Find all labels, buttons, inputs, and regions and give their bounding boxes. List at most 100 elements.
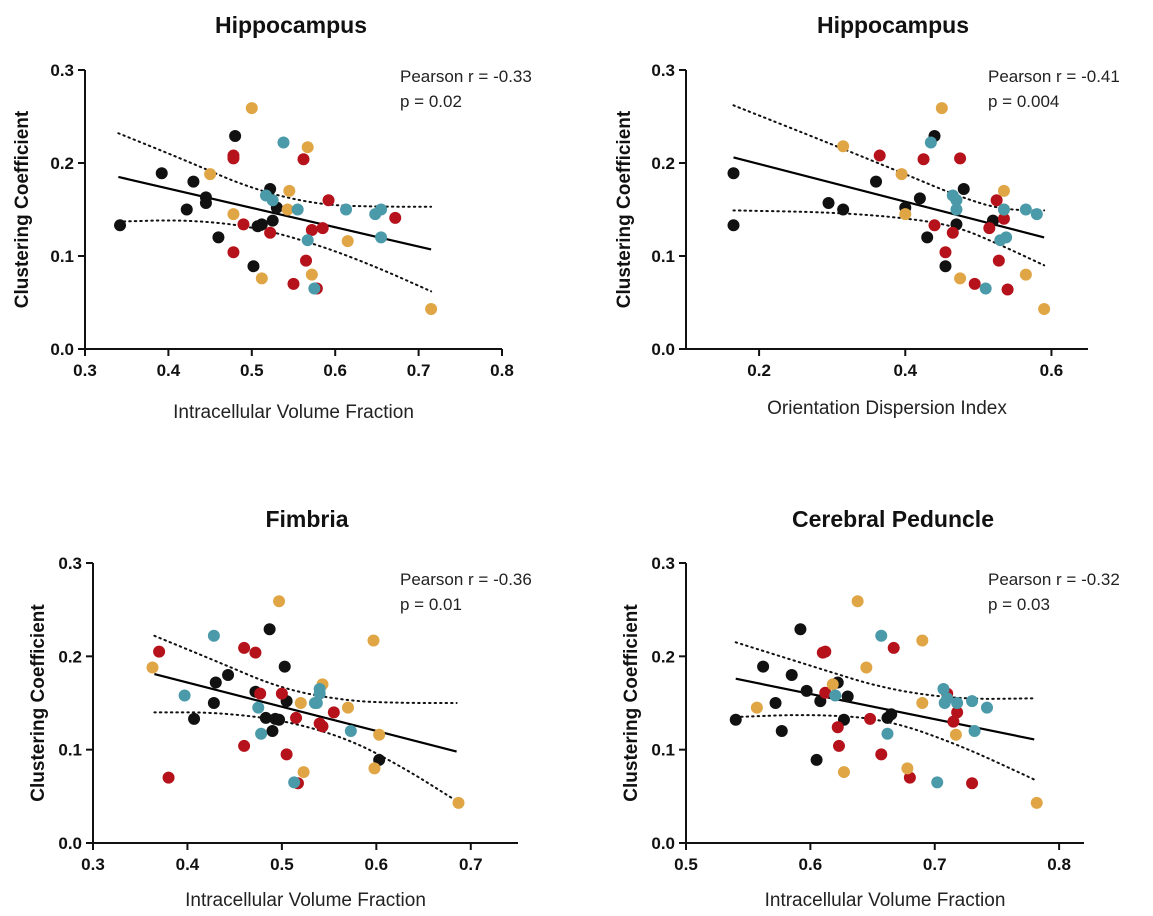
data-point-orange — [255, 272, 268, 285]
x-tick-label: 0.7 — [407, 361, 431, 380]
data-point-black — [187, 175, 200, 188]
data-point-red — [316, 222, 329, 235]
data-point-teal — [277, 136, 290, 149]
data-point-red — [238, 739, 251, 752]
pearson-r-annotation: Pearson r = -0.33 — [400, 67, 532, 86]
data-point-red — [254, 687, 267, 700]
y-tick-label: 0.3 — [50, 61, 74, 80]
data-point-teal — [924, 136, 937, 149]
chart-panel-4: Cerebral Peduncle 0.0 0.1 0.2 0.3 0.5 0.6 0.7 0.… — [621, 506, 1120, 911]
data-point-orange — [1019, 268, 1032, 281]
y-tick-label: 0.0 — [50, 340, 74, 359]
data-point-red — [954, 152, 967, 165]
y-tick-label: 0.1 — [58, 741, 82, 760]
x-tick-label: 0.7 — [459, 855, 483, 874]
data-point-red — [951, 706, 964, 719]
data-point-red — [162, 771, 175, 784]
data-point-black — [155, 167, 168, 180]
data-point-teal — [310, 697, 323, 709]
data-point-orange — [227, 208, 240, 221]
chart-panel-2: Hippocampus 0.0 0.1 0.2 0.3 0.2 0.4 0.6 Orientat… — [614, 12, 1120, 419]
pearson-r-annotation: Pearson r = -0.36 — [400, 570, 532, 589]
data-point-red — [280, 748, 293, 761]
data-point-red — [819, 645, 832, 658]
data-point-black — [212, 231, 225, 244]
data-point-teal — [288, 776, 301, 789]
chart-title: Cerebral Peduncle — [792, 506, 994, 532]
data-point-teal — [266, 194, 279, 207]
x-tick-label: 0.6 — [323, 361, 347, 380]
data-point-teal — [950, 203, 963, 216]
data-point-orange — [367, 634, 380, 647]
data-point-red — [287, 277, 300, 290]
data-point-orange — [245, 102, 258, 115]
data-point-orange — [954, 272, 967, 285]
data-point-orange — [1038, 303, 1051, 316]
y-tick-label: 0.0 — [651, 340, 675, 359]
data-point-teal — [178, 689, 191, 702]
data-point-black — [921, 231, 934, 244]
data-point-black — [727, 167, 740, 180]
data-point-black — [870, 175, 883, 188]
regression-line — [154, 673, 457, 753]
x-tick-label: 0.5 — [674, 855, 698, 874]
x-tick-label: 0.2 — [747, 361, 771, 380]
data-point-black — [957, 183, 970, 196]
data-point-red — [389, 211, 402, 224]
data-point-teal — [313, 683, 326, 695]
y-tick-label: 0.1 — [651, 741, 675, 760]
data-point-orange — [895, 168, 908, 181]
data-point-black — [785, 669, 798, 681]
data-point-orange — [342, 701, 354, 714]
x-tick-label: 0.7 — [923, 855, 947, 874]
y-tick-label: 0.3 — [651, 554, 675, 573]
x-tick-label: 0.4 — [157, 361, 181, 380]
data-point-black — [199, 196, 212, 209]
data-point-black — [229, 130, 242, 143]
x-tick-label: 0.3 — [73, 361, 97, 380]
data-point-teal — [979, 282, 992, 295]
data-point-orange — [283, 184, 296, 197]
p-value-annotation: p = 0.004 — [988, 92, 1059, 111]
ci-lower-line — [734, 714, 1036, 781]
data-point-teal — [937, 683, 950, 695]
y-tick-label: 0.1 — [651, 247, 675, 266]
data-point-orange — [305, 268, 318, 281]
data-point-black — [729, 713, 742, 726]
data-point-orange — [851, 595, 864, 608]
y-tick-label: 0.0 — [58, 834, 82, 853]
data-point-orange — [373, 728, 386, 741]
x-tick-label: 0.3 — [81, 855, 105, 874]
data-point-teal — [308, 282, 321, 295]
y-tick-label: 0.1 — [50, 247, 74, 266]
data-point-orange — [425, 303, 438, 316]
data-point-red — [968, 277, 981, 290]
data-point-red — [238, 641, 251, 654]
data-point-teal — [941, 692, 954, 705]
x-tick-label: 0.8 — [1047, 855, 1071, 874]
data-point-black — [794, 623, 807, 636]
data-point-black — [188, 712, 201, 725]
data-point-teal — [1030, 208, 1043, 221]
data-point-black — [278, 660, 291, 673]
data-point-red — [917, 153, 930, 166]
data-point-black — [769, 697, 782, 709]
data-point-black — [259, 711, 272, 724]
p-value-annotation: p = 0.02 — [400, 92, 462, 111]
data-point-red — [264, 226, 277, 239]
ci-lower-line — [153, 711, 458, 802]
data-point-black — [209, 676, 222, 689]
data-point-teal — [950, 194, 963, 207]
data-point-red — [903, 771, 916, 784]
data-point-red — [249, 646, 262, 659]
x-axis-label: Orientation Dispersion Index — [767, 398, 1007, 419]
ci-upper-line — [117, 132, 433, 208]
data-point-teal — [252, 701, 265, 714]
data-point-orange — [204, 168, 217, 181]
data-point-black — [247, 260, 260, 273]
x-tick-label: 0.4 — [176, 855, 200, 874]
data-point-teal — [968, 725, 981, 737]
x-tick-label: 0.5 — [270, 855, 294, 874]
data-point-orange — [273, 595, 286, 608]
data-point-black — [939, 260, 952, 273]
